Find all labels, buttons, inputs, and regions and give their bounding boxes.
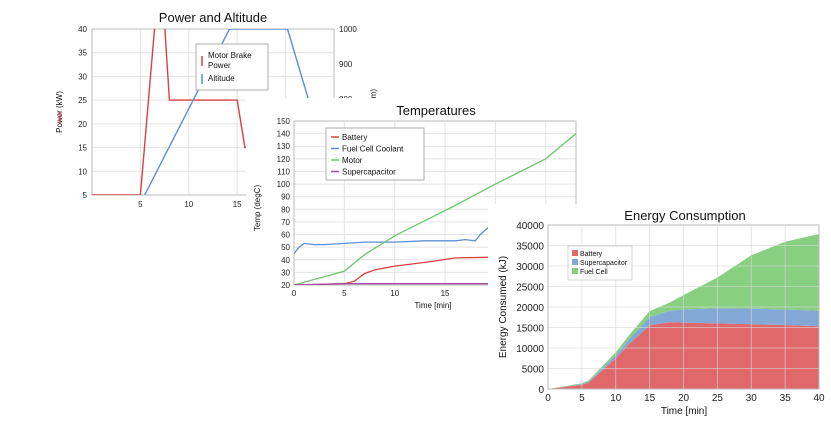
y-tick-label: 10000 — [516, 344, 544, 355]
y-tick-label: 80 — [281, 205, 290, 214]
energy-consumption-svg: 0 5000 10000 15000 20000 25000 30000 35000 40000… — [498, 208, 825, 417]
y-tick-label: 40 — [281, 256, 290, 265]
y-tick-label: 20 — [281, 281, 290, 290]
legend-label: Power — [208, 61, 231, 70]
y-axis-label: Temp (degC) — [253, 185, 262, 232]
y-tick-label: 30 — [78, 72, 87, 81]
x-tick-label: 0 — [292, 289, 297, 298]
legend-swatch — [572, 259, 578, 265]
y-tick-label: 100 — [277, 180, 291, 189]
series-line — [294, 133, 576, 285]
y-tick-label: 20 — [78, 120, 87, 129]
legend-label: Supercapacitor — [342, 168, 396, 177]
legend-label: Fuel Cell Coolant — [342, 145, 404, 154]
x-tick-label: 20 — [678, 393, 690, 404]
y-tick-label: 90 — [281, 193, 290, 202]
y-tick-label: 35 — [78, 49, 87, 58]
y2-tick-label: 900 — [339, 60, 353, 69]
y-tick-label: 25 — [78, 96, 87, 105]
y-tick-label: 30 — [281, 268, 290, 277]
legend-box — [195, 43, 269, 91]
x-tick-label: 15 — [441, 289, 450, 298]
y-tick-label: 40 — [78, 25, 87, 34]
legend-label: Motor Brake — [208, 51, 252, 60]
y-axis-label: Energy Consumed (kJ) — [498, 256, 509, 358]
x-tick-label: 10 — [610, 393, 622, 404]
x-axis-label: Time [min] — [414, 301, 451, 310]
x-tick-label: 0 — [545, 393, 551, 404]
plot-frame — [547, 224, 820, 390]
legend-label: Altitude — [208, 74, 235, 83]
y-tick-label: 25000 — [516, 283, 544, 294]
legend-swatch — [572, 268, 578, 274]
y-tick-label: 20000 — [516, 303, 544, 314]
chart-title: Power and Altitude — [159, 10, 267, 25]
x-tick-label: 35 — [780, 393, 792, 404]
plot-lines — [92, 29, 334, 195]
y-tick-label: 60 — [281, 231, 290, 240]
x-tick-label: 10 — [184, 200, 193, 209]
legend-label: Supercapacitor — [580, 260, 628, 267]
legend-label: Motor — [342, 156, 363, 165]
y-tick-label: 15000 — [516, 324, 544, 335]
y-axis-label: Power (kW) — [55, 91, 64, 133]
y-tick-label: 30000 — [516, 262, 544, 273]
x-axis-label: Time [min] — [661, 406, 708, 417]
y-tick-label: 5000 — [522, 365, 545, 376]
series-line — [92, 29, 334, 195]
x-tick-label: 30 — [746, 393, 758, 404]
plot-frame — [293, 120, 577, 286]
legend-swatch — [572, 250, 578, 256]
y-tick-label: 110 — [277, 167, 290, 176]
x-tick-label: 40 — [813, 393, 825, 404]
y-tick-label: 130 — [277, 142, 291, 151]
chart-title: Temperatures — [396, 103, 476, 118]
x-tick-label: 25 — [712, 393, 724, 404]
y-tick-label: 140 — [277, 130, 291, 139]
legend-label: Fuel Cell — [580, 269, 608, 276]
y-tick-label: 70 — [281, 218, 290, 227]
x-tick-label: 5 — [138, 200, 143, 209]
legend-label: Battery — [342, 133, 367, 142]
x-tick-label: 15 — [644, 393, 656, 404]
x-tick-label: 5 — [579, 393, 585, 404]
y-tick-label: 15 — [78, 144, 87, 153]
y2-tick-label: 1000 — [339, 25, 357, 34]
y-tick-label: 50 — [281, 243, 290, 252]
x-tick-label: 10 — [390, 289, 399, 298]
y-tick-label: 40000 — [516, 221, 544, 232]
y-tick-label: 0 — [538, 385, 544, 396]
legend-label: Battery — [580, 251, 603, 258]
y-tick-label: 35000 — [516, 242, 544, 253]
y-tick-label: 150 — [277, 117, 291, 126]
series-line — [143, 29, 331, 195]
legend-box — [567, 245, 633, 281]
series-area — [548, 308, 819, 389]
energy-consumption-chart: 0 5000 10000 15000 20000 25000 30000 35000 40000… — [488, 204, 831, 420]
y-tick-label: 120 — [277, 155, 291, 164]
y-tick-label: 10 — [78, 167, 87, 176]
y2-axis-label: (m) — [369, 89, 378, 101]
chart-title: Energy Consumption — [624, 208, 745, 223]
y-tick-label: 5 — [83, 191, 88, 200]
x-tick-label: 15 — [233, 200, 242, 209]
x-tick-label: 5 — [342, 289, 347, 298]
legend-box — [325, 127, 425, 181]
